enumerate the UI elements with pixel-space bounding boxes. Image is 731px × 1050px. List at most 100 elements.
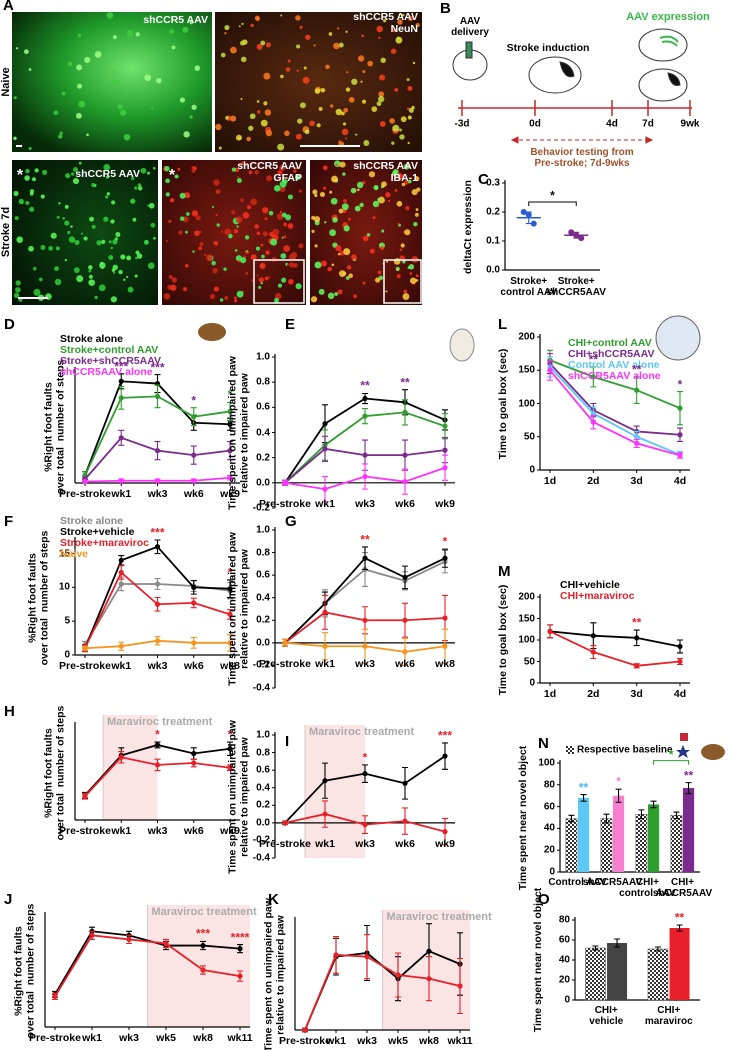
data-point (568, 229, 575, 236)
cell (223, 267, 227, 271)
x-tick-label: shCCR5AAV (582, 877, 643, 888)
cell (191, 210, 199, 217)
cell (112, 239, 118, 245)
data-point (634, 663, 640, 669)
data-point (362, 617, 368, 623)
x-tick-label: wk3 (119, 1032, 139, 1045)
cell (329, 104, 334, 108)
cell (191, 168, 196, 173)
cell (324, 221, 327, 224)
cell (401, 13, 405, 17)
y-tick-label: 0 (529, 464, 535, 476)
cell (235, 216, 243, 224)
cell (409, 272, 413, 275)
cell (123, 133, 131, 141)
cell (363, 140, 370, 146)
error-bar (525, 211, 532, 225)
data-point (237, 946, 243, 952)
cell (362, 235, 369, 242)
cell (335, 245, 342, 252)
panel-letter: O (538, 890, 550, 908)
cell (351, 78, 358, 85)
cell (199, 241, 204, 247)
data-point (362, 473, 368, 480)
cell (279, 210, 283, 214)
cell (119, 109, 127, 116)
cell (215, 189, 221, 195)
shade-label: Maraviroc treatment (386, 910, 492, 923)
data-point (590, 410, 596, 417)
x-tick-label: 3d (630, 688, 643, 701)
bar (635, 813, 648, 873)
data-point (442, 643, 448, 649)
x-tick-label: Pre-stroke (259, 658, 311, 671)
x-tick-label: Control AAV (548, 877, 607, 888)
y-tick-label: 100 (518, 398, 535, 409)
data-point (634, 387, 640, 393)
cell (374, 277, 381, 283)
cell (262, 207, 269, 214)
cell (86, 133, 89, 137)
cell (189, 20, 194, 25)
x-tick-label: Pre-stroke (59, 488, 111, 501)
cell (360, 80, 363, 83)
data-point (154, 393, 161, 399)
cell (240, 97, 243, 101)
legend-entry: Respective baseline (577, 744, 673, 756)
x-tick-label: wk6 (183, 488, 204, 501)
cell (338, 208, 344, 214)
y-tick-label: 0.4 (256, 427, 270, 438)
x-tick-label: Pre-stroke (259, 838, 311, 851)
cell (64, 204, 69, 209)
cell (170, 284, 177, 291)
cell (345, 30, 348, 33)
cell (323, 186, 327, 190)
data-point (322, 811, 328, 817)
x-tick-label: 1d (543, 475, 557, 488)
cell (273, 297, 280, 303)
cell (331, 263, 335, 267)
cell (13, 292, 20, 299)
cell (335, 108, 343, 116)
cell (123, 278, 126, 282)
x-tick-label: wk9 (435, 838, 455, 851)
cell (313, 216, 321, 223)
cell (329, 229, 337, 237)
timeline-diagram (452, 28, 692, 144)
shade-label: Maraviroc treatment (107, 715, 213, 728)
cell (213, 286, 219, 292)
cell (140, 167, 147, 174)
mouse-icon (198, 323, 226, 341)
x-tick-label: Stroke+ shCCR5AAV (546, 276, 606, 298)
inset (253, 259, 305, 304)
cell (393, 258, 401, 265)
cell (400, 116, 407, 123)
cell (115, 232, 121, 238)
cell (189, 115, 193, 119)
data-point (677, 432, 683, 438)
cell (407, 179, 412, 184)
cell (316, 123, 321, 128)
image-naive-aav (12, 12, 212, 152)
cell (101, 239, 106, 244)
legend-entry: Stroke alone (60, 515, 124, 528)
significance: *** (150, 359, 165, 374)
cell (131, 176, 135, 181)
cell (203, 253, 207, 257)
cell (280, 74, 284, 79)
cell (91, 182, 96, 188)
cell (64, 258, 68, 262)
cell (415, 278, 419, 282)
cell (255, 246, 260, 251)
cell (296, 44, 301, 49)
cell (240, 257, 247, 264)
data-point (322, 778, 328, 784)
cell (230, 46, 237, 54)
x-tick-label: Pre-stroke (29, 1032, 81, 1045)
y-tick-label: 0.8 (256, 376, 270, 388)
cell (403, 180, 409, 185)
cell (238, 25, 241, 28)
x-tick-label: wk1 (111, 660, 132, 673)
cell (78, 100, 86, 108)
